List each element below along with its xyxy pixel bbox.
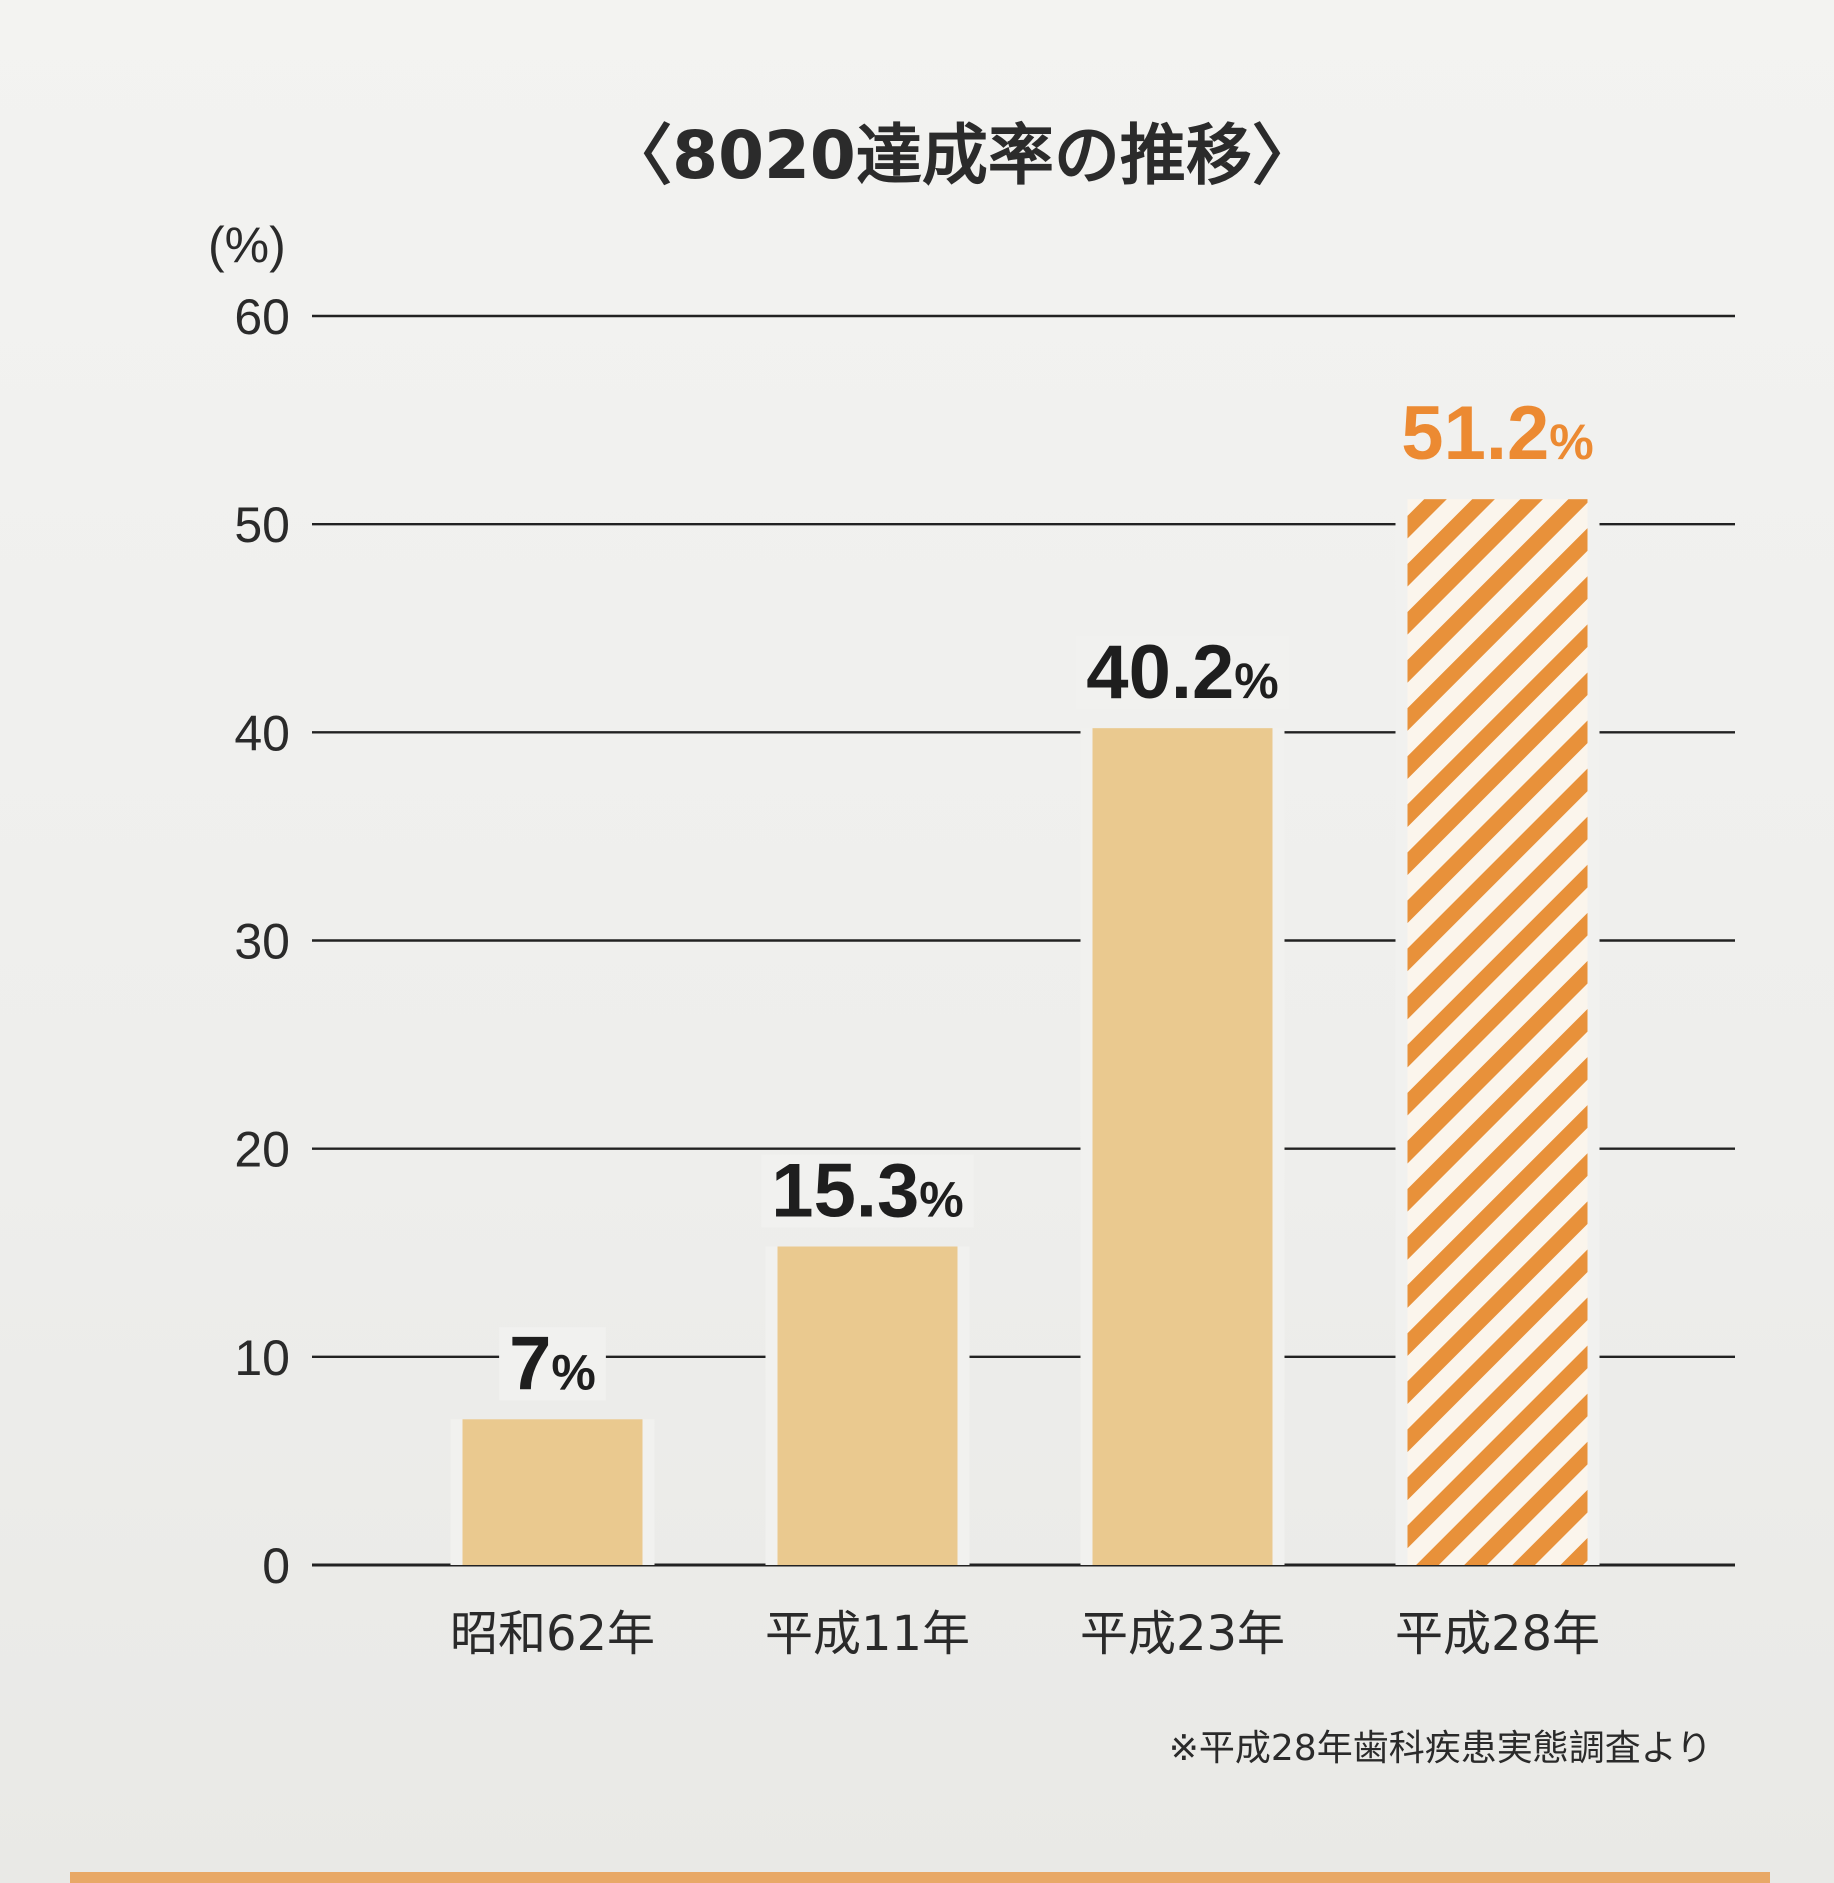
- bar: [462, 1419, 643, 1565]
- data-label-unit: %: [1549, 414, 1593, 470]
- bars: [450, 499, 1600, 1566]
- x-tick-label: 昭和62年: [450, 1606, 655, 1662]
- data-label-background: [761, 1154, 974, 1228]
- data-label-value: 15.3: [771, 1149, 919, 1234]
- bar: [1092, 728, 1273, 1565]
- bottom-color-band: [70, 1872, 1770, 1883]
- data-label-unit: %: [551, 1344, 595, 1400]
- data-label: 51.2%: [1401, 391, 1593, 476]
- data-label: 40.2%: [1086, 630, 1278, 715]
- y-tick-label: 60: [234, 289, 290, 345]
- y-tick-label: 0: [262, 1538, 290, 1594]
- y-tick-label: 20: [234, 1122, 290, 1178]
- x-tick-label: 平成11年: [765, 1606, 970, 1662]
- data-label: 7%: [509, 1321, 596, 1406]
- data-label-unit: %: [1234, 653, 1278, 709]
- x-tick-label: 平成28年: [1395, 1606, 1600, 1662]
- bar: [777, 1246, 958, 1565]
- data-label-background: [1391, 397, 1604, 471]
- data-label: 15.3%: [771, 1149, 963, 1234]
- bar: [1407, 499, 1588, 1566]
- data-label-value: 40.2: [1086, 630, 1234, 715]
- chart-title: 〈8020達成率の推移〉: [606, 117, 1318, 194]
- data-label-value: 7: [509, 1321, 551, 1406]
- y-tick-label: 10: [234, 1330, 290, 1386]
- source-note: ※平成28年歯科疾患実態調査より: [1169, 1728, 1712, 1769]
- data-label-value: 51.2: [1401, 391, 1549, 476]
- data-label-unit: %: [919, 1172, 963, 1228]
- data-label-background: [1076, 636, 1289, 710]
- y-axis-ticks: 0 10 20 30 40 50 60: [234, 289, 290, 1594]
- y-tick-label: 40: [234, 705, 290, 761]
- x-axis-ticks: 昭和62年 平成11年 平成23年 平成28年: [450, 1606, 1600, 1662]
- y-axis-unit-label: (%): [208, 217, 286, 273]
- y-tick-label: 50: [234, 497, 290, 553]
- x-tick-label: 平成23年: [1080, 1606, 1285, 1662]
- data-labels: 7%15.3%40.2%51.2%: [499, 391, 1604, 1406]
- data-label-background: [499, 1327, 606, 1401]
- y-tick-label: 30: [234, 914, 290, 970]
